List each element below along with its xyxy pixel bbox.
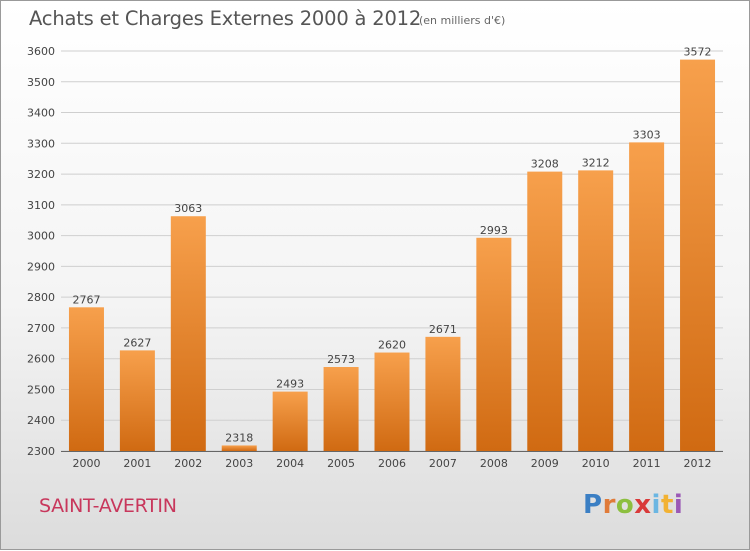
y-tick-label: 3100 xyxy=(27,199,55,212)
data-label: 2767 xyxy=(72,293,100,306)
data-label: 2493 xyxy=(276,378,304,391)
bar xyxy=(272,391,308,451)
x-tick-label: 2010 xyxy=(582,457,610,470)
y-tick-label: 2600 xyxy=(27,353,55,366)
bar xyxy=(374,352,410,451)
y-tick-label: 2800 xyxy=(27,291,55,304)
data-label: 2318 xyxy=(225,431,253,444)
x-tick-label: 2009 xyxy=(531,457,559,470)
data-label: 3572 xyxy=(684,46,712,59)
commune-name: SAINT-AVERTIN xyxy=(39,495,177,517)
chart-title: Achats et Charges Externes 2000 à 2012 xyxy=(29,7,422,30)
y-tick-label: 3300 xyxy=(27,137,55,150)
bar xyxy=(680,59,716,451)
data-labels: 2767 2627 3063 2318 2493 2573 2620 2671 2993 3208… xyxy=(72,46,711,445)
x-tick-label: 2012 xyxy=(684,457,712,470)
data-label: 3063 xyxy=(174,202,202,215)
x-tick-label: 2008 xyxy=(480,457,508,470)
bar xyxy=(119,350,155,451)
data-label: 2573 xyxy=(327,353,355,366)
x-tick-label: 2005 xyxy=(327,457,355,470)
bar xyxy=(68,307,104,451)
data-label: 3208 xyxy=(531,158,559,171)
data-label: 3303 xyxy=(633,128,661,141)
y-tick-label: 3400 xyxy=(27,107,55,120)
x-tick-label: 2003 xyxy=(225,457,253,470)
data-label: 3212 xyxy=(582,156,610,169)
proxiti-logo: Proxiti xyxy=(583,490,684,520)
y-tick-label: 2400 xyxy=(27,414,55,427)
y-tick-label: 2500 xyxy=(27,383,55,396)
x-tick-label: 2001 xyxy=(123,457,151,470)
x-tick-label: 2006 xyxy=(378,457,406,470)
x-tick-label: 2011 xyxy=(633,457,661,470)
bar xyxy=(578,170,614,451)
x-tick-label: 2000 xyxy=(72,457,100,470)
x-tick-label: 2004 xyxy=(276,457,304,470)
data-label: 2993 xyxy=(480,224,508,237)
bar xyxy=(527,171,563,451)
data-label: 2620 xyxy=(378,339,406,352)
x-axis-ticks: 2000 2001 2002 2003 2004 2005 2006 2007 2008 2009… xyxy=(72,457,711,470)
y-tick-label: 2300 xyxy=(27,445,55,458)
bar xyxy=(476,237,512,451)
bars xyxy=(68,59,716,451)
x-tick-label: 2007 xyxy=(429,457,457,470)
y-tick-label: 3200 xyxy=(27,168,55,181)
bar xyxy=(323,367,359,451)
bar xyxy=(221,445,257,451)
bar xyxy=(170,216,206,451)
bar xyxy=(629,142,665,451)
y-tick-label: 3000 xyxy=(27,230,55,243)
y-axis-ticks: 2300 2400 2500 2600 2700 2800 2900 3000 3100 3200… xyxy=(27,45,55,458)
data-label: 2671 xyxy=(429,323,457,336)
x-tick-label: 2002 xyxy=(174,457,202,470)
y-tick-label: 3500 xyxy=(27,76,55,89)
data-label: 2627 xyxy=(123,336,151,349)
bar xyxy=(425,336,461,451)
y-tick-label: 3600 xyxy=(27,45,55,58)
y-tick-label: 2900 xyxy=(27,260,55,273)
y-tick-label: 2700 xyxy=(27,322,55,335)
unit-note: (en milliers d'€) xyxy=(419,14,506,27)
